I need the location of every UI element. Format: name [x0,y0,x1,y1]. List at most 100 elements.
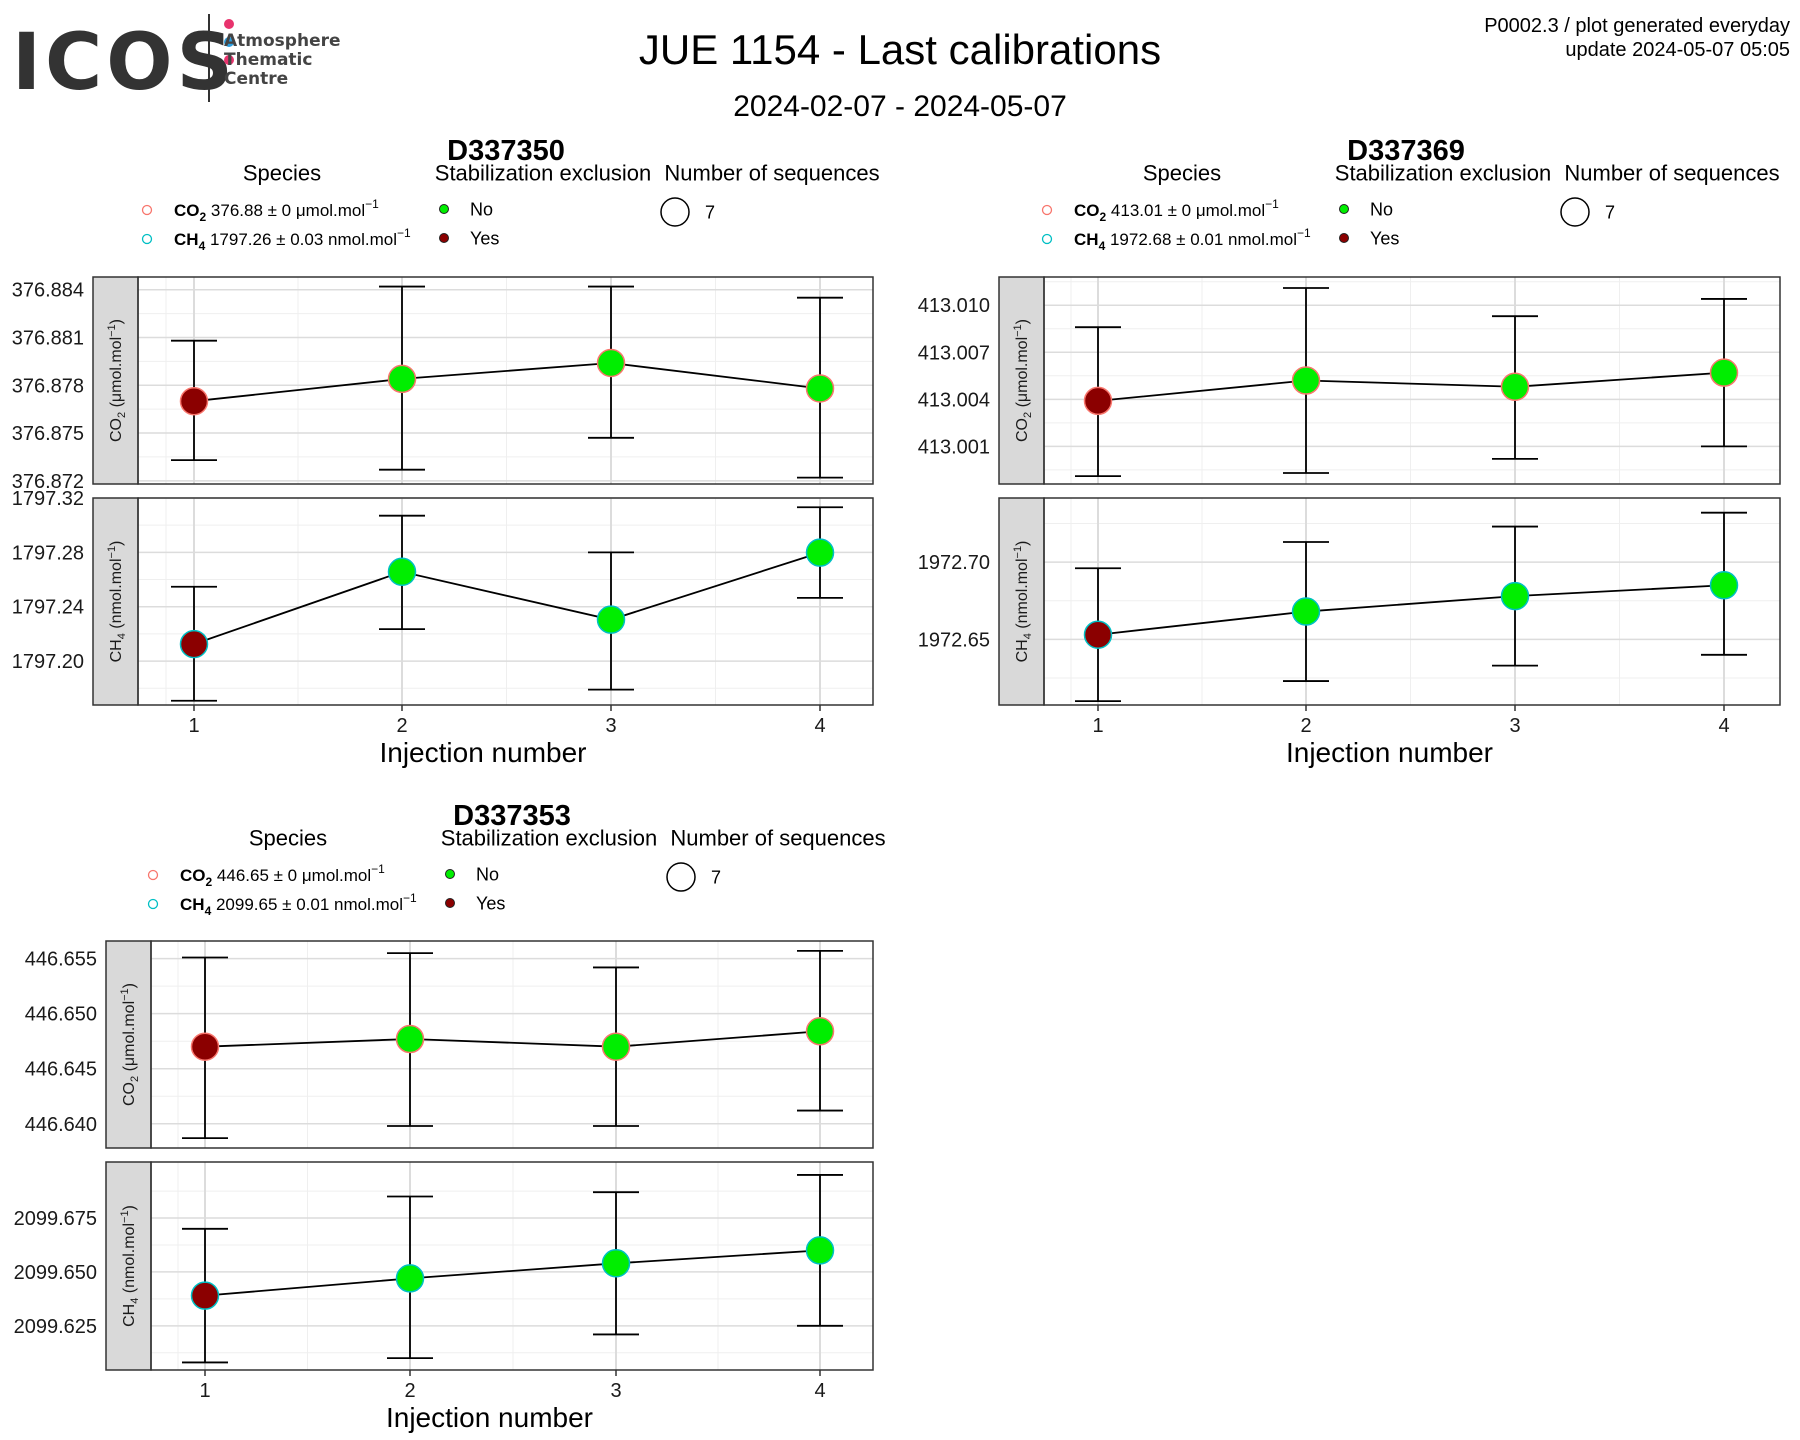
data-point [1709,571,1739,600]
ch4-legend-label: CH4 2099.65 ± 0.01 nmol.mol−1 [180,891,417,918]
generation-info: P0002.3 / plot generated everyday update… [1484,14,1790,62]
species-name: CH [1014,639,1031,662]
logo-dot [224,19,234,29]
co2-legend-label: CO2 413.01 ± 0 μmol.mol−1 [1074,197,1279,224]
y-tick-label: 376.878 [12,375,84,397]
superscript: −1 [397,226,411,240]
logo-dot [224,55,234,65]
species-name: CH [180,895,205,914]
plot-background [1044,498,1780,705]
unit-close: ) [1014,319,1031,324]
plot-border [137,276,874,485]
x-tick-label: 4 [814,715,825,737]
legend: D337350 Species Stabilization exclusion Num… [141,135,880,253]
legend-title-species: Species [249,826,327,851]
ch4-legend-label: CH4 1972.68 ± 0.01 nmol.mol−1 [1074,226,1311,253]
x-axis: 1 2 3 4 Injection number [1092,705,1730,768]
plot-border [1043,276,1781,485]
stabilization-no-key [445,869,455,879]
series-line [204,1249,821,1297]
subscript: 4 [1099,239,1106,253]
data-point [805,1017,835,1046]
y-tick-label: 1797.32 [12,488,84,510]
logo-dots-icon [224,16,237,70]
data-point [387,557,417,587]
y-tick-label: 446.640 [25,1114,97,1136]
x-tick-label: 3 [610,1380,621,1402]
stabilization-yes-key [439,233,449,243]
sequences-count: 7 [705,202,715,222]
panel-title: D337350 [447,135,565,167]
stabilization-no-label: No [470,199,493,219]
co2-legend-key [141,204,153,216]
legend-title-stabilization: Stabilization exclusion [441,826,657,851]
y-tick-label: 376.872 [12,471,84,493]
subscript: 2 [129,1076,141,1082]
plot-background [151,1162,873,1370]
facet-strip [998,497,1045,706]
data-point [1083,620,1113,649]
x-tick-label: 1 [199,1380,210,1402]
stabilization-yes-label: Yes [476,893,505,913]
y-tick-label: 2099.675 [14,1208,97,1230]
x-tick-label: 2 [404,1380,415,1402]
y-tick-label: 446.655 [25,949,97,971]
data-point [1291,597,1321,626]
stabilization-yes-key [1339,233,1349,243]
ch4-legend-key [147,898,159,910]
co2-legend-value: 446.65 ± 0 μmol.mol [212,866,371,885]
superscript: −1 [365,197,379,211]
facet-strip-label: CO2 (μmol.mol−1) [119,983,141,1106]
unit-close: ) [108,319,125,324]
legend-title-stabilization: Stabilization exclusion [1335,161,1551,186]
superscript: −1 [106,324,118,337]
subscript: 2 [200,210,207,224]
subscript: 2 [1100,210,1107,224]
unit: (μmol.mol [108,337,125,412]
superscript: −1 [119,1210,131,1223]
x-tick-label: 4 [1718,715,1729,737]
superscript: −1 [1297,226,1311,240]
y-tick-label: 376.881 [12,328,84,350]
superscript: −1 [1012,324,1024,337]
sequences-legend-key [1560,197,1590,227]
data-point [601,1032,631,1061]
superscript: −1 [119,988,131,1001]
logo-subtitle-line: Atmosphere [224,31,341,51]
unit: (nmol.mol [108,558,125,633]
co2-legend-value: 376.88 ± 0 μmol.mol [206,201,365,220]
legend: D337369 Species Stabilization exclusion Num… [1041,135,1780,253]
ch4-legend-value: 1972.68 ± 0.01 nmol.mol [1105,230,1297,249]
ch4-facet: CH4 (nmol.mol−1) 1972.65 1972.70 [918,497,1781,706]
superscript: −1 [1012,546,1024,559]
subscript: 4 [129,1298,141,1304]
plot-border [150,940,874,1149]
data-point [395,1024,425,1054]
date-range: 2024-02-07 - 2024-05-07 [733,90,1067,123]
x-axis-title: Injection number [386,1402,593,1433]
logo-divider [208,14,210,102]
co2-legend-label: CO2 446.65 ± 0 μmol.mol−1 [180,862,385,889]
x-tick-label: 1 [188,715,199,737]
subscript: 2 [116,412,128,418]
data-point [805,538,835,567]
x-tick-label: 2 [1300,715,1311,737]
data-point [387,364,417,394]
species-name: CH [108,639,125,662]
ch4-legend-value: 2099.65 ± 0.01 nmol.mol [211,895,403,914]
species-name: CO [1014,418,1031,442]
data-point [601,1249,631,1278]
cylinder-panel-d337353: D337353 Species Stabilization exclusion Num… [14,800,886,1433]
y-tick-label: 1797.28 [12,542,84,564]
data-point [190,1032,220,1061]
logo-subtitle-line: Thematic [224,50,313,70]
x-tick-label: 3 [605,715,616,737]
legend-title-species: Species [243,161,321,186]
legend: D337353 Species Stabilization exclusion Num… [147,800,886,918]
logo-wordmark: ICOS [12,18,237,108]
facet-strip [998,276,1045,485]
unit: (nmol.mol [1014,558,1031,633]
unit-close: ) [121,1205,138,1210]
data-point [1709,358,1739,387]
unit-close: ) [1014,541,1031,546]
